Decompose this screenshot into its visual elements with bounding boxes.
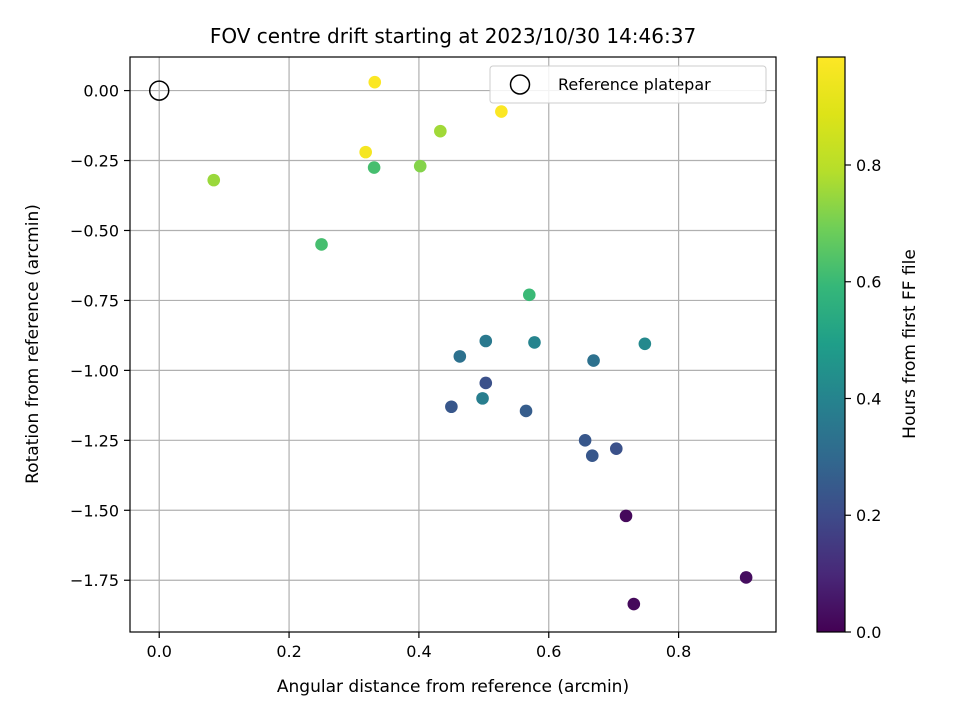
- data-point: [519, 404, 533, 418]
- legend: Reference platepar: [489, 65, 767, 104]
- reference-platepar-marker: [148, 80, 170, 101]
- x-tick-label: 0.4: [406, 642, 431, 661]
- data-point: [479, 334, 493, 348]
- data-point: [619, 509, 633, 523]
- data-point: [445, 400, 458, 414]
- data-point: [609, 442, 623, 456]
- colorbar-tick-label: 0.6: [856, 273, 881, 292]
- x-tick-label: 0.0: [146, 642, 171, 661]
- colorbar-label: Hours from first FF file: [900, 249, 920, 439]
- data-point: [479, 376, 493, 390]
- y-tick-label: −1.00: [70, 361, 119, 380]
- data-point: [207, 173, 221, 187]
- data-point: [638, 337, 652, 351]
- data-point: [367, 161, 381, 174]
- y-tick-label: −0.75: [70, 291, 119, 310]
- data-point: [368, 75, 382, 89]
- y-tick-label: −0.50: [70, 221, 119, 240]
- data-point: [495, 105, 508, 118]
- data-point: [453, 350, 467, 363]
- data-point: [587, 354, 600, 367]
- x-axis-ticks: 0.0 0.2 0.4 0.6 0.8: [146, 632, 691, 661]
- x-tick-label: 0.8: [666, 642, 691, 661]
- y-tick-label: −1.75: [70, 571, 119, 590]
- colorbar-gradient: [817, 57, 845, 632]
- reference-marker-layer: [148, 80, 170, 101]
- data-point: [585, 449, 599, 463]
- colorbar-tick-label: 0.8: [856, 156, 881, 175]
- chart-title: FOV centre drift starting at 2023/10/30 …: [210, 24, 696, 48]
- legend-reference-marker: [509, 74, 531, 95]
- y-axis-label: Rotation from reference (arcmin): [23, 204, 43, 484]
- data-point: [522, 288, 536, 302]
- grid-lines: [130, 57, 776, 632]
- data-point: [739, 571, 753, 584]
- y-tick-label: −0.25: [70, 152, 119, 171]
- colorbar-frame: [816, 56, 846, 633]
- data-point: [359, 145, 372, 159]
- y-tick-label: 0.00: [83, 82, 119, 101]
- x-tick-label: 0.2: [276, 642, 301, 661]
- legend-entry-reference: Reference platepar: [558, 75, 711, 94]
- data-points: [207, 75, 753, 611]
- colorbar: 0.0 0.2 0.4 0.6 0.8 Hours from first FF file: [816, 56, 920, 642]
- y-tick-label: −1.50: [70, 501, 119, 520]
- data-point: [434, 124, 447, 138]
- colorbar-tick-label: 0.4: [856, 389, 881, 408]
- data-point: [578, 434, 592, 447]
- x-tick-label: 0.6: [536, 642, 561, 661]
- data-point: [476, 392, 489, 405]
- y-tick-label: −1.25: [70, 431, 119, 450]
- colorbar-tick-label: 0.2: [856, 506, 881, 525]
- data-point: [413, 159, 427, 173]
- legend-box: [489, 65, 767, 104]
- data-point: [315, 238, 328, 251]
- y-axis-ticks: 0.00 −0.25 −0.50 −0.75 −1.00 −1.25 −1.50 −1.75: [70, 82, 130, 590]
- data-point: [627, 597, 641, 611]
- plot-frame: [129, 56, 777, 633]
- colorbar-ticks: 0.0 0.2 0.4 0.6 0.8: [845, 156, 881, 642]
- colorbar-tick-label: 0.0: [856, 623, 881, 642]
- x-axis-label: Angular distance from reference (arcmin): [277, 677, 629, 697]
- data-point: [528, 336, 541, 349]
